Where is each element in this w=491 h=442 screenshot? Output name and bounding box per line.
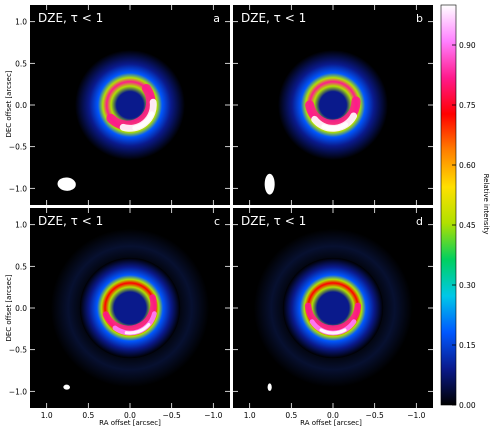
ring-crescent: [321, 122, 349, 131]
colorbar: 0.00 0.15 0.30 0.45 0.60 0.75 0.90: [440, 4, 476, 410]
y-tick-label: −1.0: [9, 387, 27, 396]
ring-emission: [278, 50, 388, 160]
ring-crescent: [305, 96, 361, 129]
x-tick-label: −1.0: [407, 411, 425, 420]
ring-emission: [79, 257, 181, 359]
x-tick-label: −0.5: [163, 411, 181, 420]
ring-crescent: [106, 83, 156, 130]
y-tick-label: 0.0: [15, 304, 27, 313]
colorbar-tick-label: 0.90: [459, 41, 476, 50]
x-axis-label-right: RA offset [arcsec]: [300, 419, 362, 427]
ring-crescent: [304, 302, 362, 332]
colorbar-tick-label: 0.60: [459, 161, 476, 170]
y-tick-label: 1.0: [15, 18, 27, 27]
panel-ticks: [233, 5, 433, 205]
panel-a: DZE, τ < 1 a: [30, 5, 230, 205]
x-tick-label: −1.0: [204, 411, 222, 420]
colorbar-tick-label: 0.30: [459, 281, 476, 290]
x-tick-label: 0.0: [124, 411, 136, 420]
colorbar-tick-label: 0.45: [459, 221, 476, 230]
ring-crescent: [102, 294, 157, 333]
panel-title: DZE, τ < 1: [241, 214, 306, 228]
panel-letter: c: [214, 215, 220, 228]
panel-title: DZE, τ < 1: [38, 214, 103, 228]
y-tick-label: −0.5: [9, 346, 27, 355]
y-tick-label: 1.0: [15, 221, 27, 230]
x-tick-label: 1.0: [244, 411, 256, 420]
x-tick-label: 1.0: [41, 411, 53, 420]
beam-ellipse: [264, 173, 275, 195]
x-tick-label: 0.5: [82, 411, 94, 420]
x-tick-label: 0.5: [285, 411, 297, 420]
ring-emission: [282, 257, 384, 359]
ring-crescent: [319, 328, 347, 335]
colorbar-tick-label: 0.00: [459, 401, 476, 410]
panel-ticks: [30, 208, 230, 408]
beam-ellipse: [57, 177, 76, 191]
y-tick-label: −1.0: [9, 184, 27, 193]
panel-b: DZE, τ < 1 b: [233, 5, 433, 205]
panel-title: DZE, τ < 1: [241, 11, 306, 25]
y-tick-label: 0.5: [15, 59, 27, 68]
y-tick-label: 0.0: [15, 101, 27, 110]
x-axis-label-left: RA offset [arcsec]: [99, 419, 161, 427]
colorbar-tick-label: 0.75: [459, 101, 476, 110]
y-axis-label-top: DEC offset [arcsec]: [5, 70, 13, 137]
ring-crescent: [124, 322, 151, 335]
x-tick-label: −0.5: [366, 411, 384, 420]
panel-d: DZE, τ < 1 d: [233, 208, 433, 408]
x-tick-label: 0.0: [327, 411, 339, 420]
colorbar-tick-label: 0.15: [459, 341, 476, 350]
panel-title: DZE, τ < 1: [38, 11, 103, 25]
panel-ticks: [233, 208, 433, 408]
beam-ellipse: [267, 383, 272, 391]
panel-letter: a: [213, 12, 220, 25]
ring-emission: [75, 50, 185, 160]
y-axis-label-bottom: DEC offset [arcsec]: [5, 274, 13, 341]
axes-group: 1.0 0.5 0.0 −0.5 −1.0 1.0 0.5 0.0 −0.5 −1.0 1.0 0.5…: [9, 18, 426, 420]
colorbar-label: Relative intensity: [482, 174, 490, 235]
panel-ticks: [30, 5, 230, 205]
y-tick-label: 0.5: [15, 262, 27, 271]
panel-letter: b: [416, 12, 423, 25]
panel-c: DZE, τ < 1 c: [30, 208, 230, 408]
beam-ellipse: [63, 384, 70, 390]
y-tick-label: −0.5: [9, 143, 27, 152]
ring-crescent: [132, 111, 155, 131]
panel-letter: d: [416, 215, 423, 228]
